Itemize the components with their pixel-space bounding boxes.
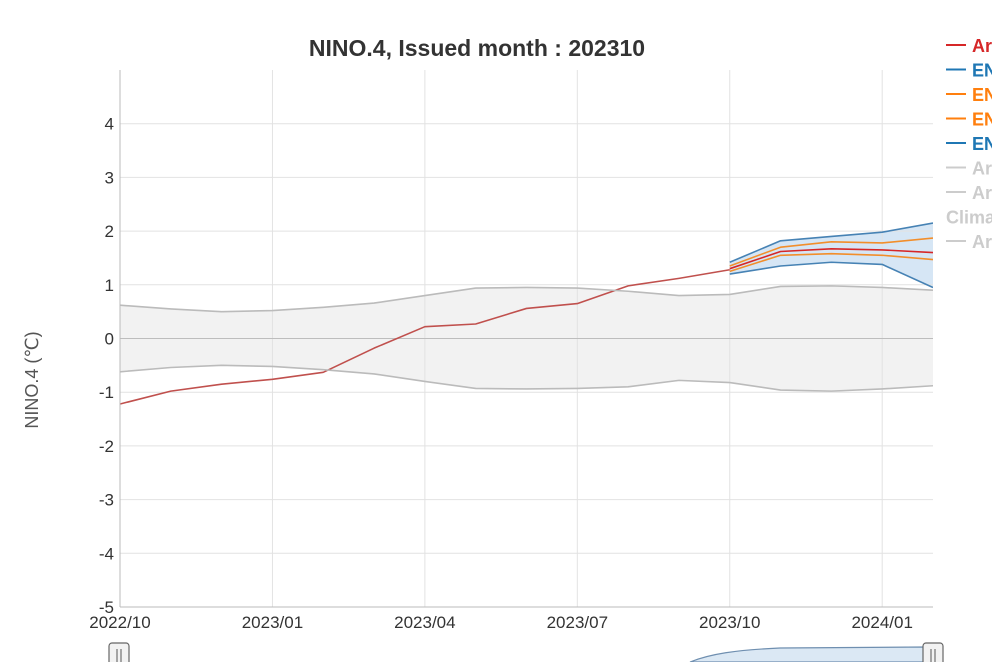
plot-axes: -5 -4 -3 -2 -1 0 1 2 3 4 2022/10 2023/01 2023/04 2023… <box>89 70 933 632</box>
y-tick-label: -5 <box>99 598 114 617</box>
legend-label: EN <box>972 85 992 105</box>
y-tick-label: 2 <box>105 222 114 241</box>
y-axis-label: NINO.4 (℃) <box>22 331 42 428</box>
series-line <box>120 364 933 392</box>
y-tick-label: 3 <box>105 168 114 187</box>
series-line <box>729 252 933 273</box>
legend-label: Clima <box>946 208 992 228</box>
y-tick-label: 0 <box>105 330 114 349</box>
plot-grid <box>119 70 933 608</box>
y-tick-label: -1 <box>99 383 114 402</box>
series-line <box>729 248 933 270</box>
legend[interactable]: Ar EN EN EN EN Ar Ar Clima Ar <box>946 36 992 252</box>
x-tick-label: 2023/01 <box>242 613 303 632</box>
range-handle-right[interactable] <box>922 642 944 662</box>
legend-label: Ar <box>972 183 992 203</box>
x-tick-label: 2023/10 <box>699 613 760 632</box>
series-line <box>120 285 933 313</box>
legend-label: EN <box>972 110 992 130</box>
series-line <box>729 222 933 263</box>
legend-label: EN <box>972 61 992 81</box>
legend-label: EN <box>972 134 992 154</box>
y-tick-label: -3 <box>99 491 114 510</box>
legend-label: Ar <box>972 232 992 252</box>
plot-series <box>120 222 933 405</box>
y-tick-label: 1 <box>105 276 114 295</box>
chart-title: NINO.4, Issued month : 202310 <box>309 35 645 61</box>
y-tick-label: -4 <box>99 544 114 563</box>
range-handle-left[interactable] <box>108 642 130 662</box>
series-line <box>729 261 933 289</box>
navigator-series-area <box>689 646 936 662</box>
x-tick-label: 2024/01 <box>851 613 912 632</box>
y-tick-label: 4 <box>105 115 114 134</box>
x-tick-label: 2023/04 <box>394 613 455 632</box>
series-line <box>120 268 730 405</box>
legend-label: Ar <box>972 36 992 56</box>
x-tick-label: 2022/10 <box>89 613 150 632</box>
series-line <box>729 237 933 267</box>
range-slider[interactable] <box>108 642 944 662</box>
y-tick-label: -2 <box>99 437 114 456</box>
x-tick-label: 2023/07 <box>547 613 608 632</box>
legend-label: Ar <box>972 159 992 179</box>
